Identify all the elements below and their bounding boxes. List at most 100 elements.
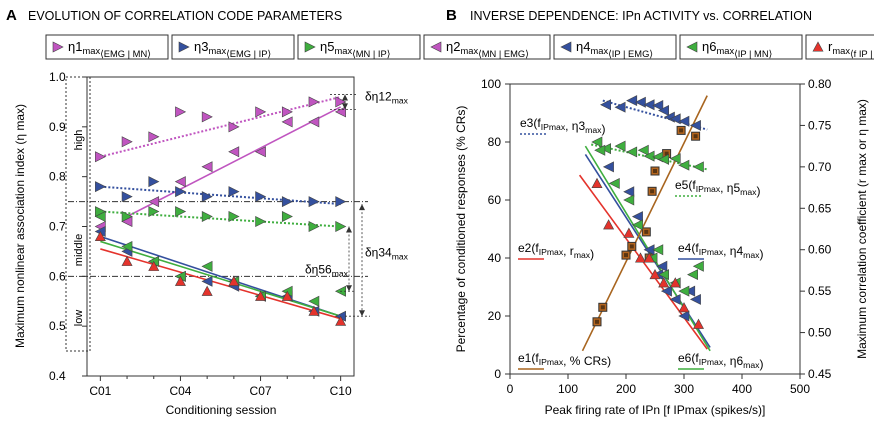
panel-b-chart: Percentage of conditioned responses (% C… (454, 77, 869, 417)
delta-eta12-label: δη12max (365, 89, 409, 105)
panel-b-title: INVERSE DEPENDENCE: IPn ACTIVITY vs. COR… (470, 9, 812, 23)
panel-a-point-η2max (201, 161, 213, 173)
panel-b-x-label: Peak firing rate of IPn [f IPmax (spikes… (545, 403, 766, 417)
panel-b-y2-tick-label: 0.55 (808, 284, 832, 298)
panel-a-point-rmax (148, 260, 160, 271)
panel-a-y-tick-label: 0.4 (49, 369, 66, 383)
panel-b-point-crs-core (629, 244, 634, 249)
panel-b-annotation-e2-main: ) (590, 247, 594, 261)
panel-b-point-crs-core (624, 253, 628, 258)
panel-b-point-η3max (678, 115, 690, 127)
panel-a-point-η2max (281, 116, 293, 128)
panel-a-point-η1max (121, 136, 133, 148)
legend-marker-eta1 (52, 41, 64, 53)
legend-marker-rmax (812, 41, 824, 52)
panel-b-y2-tick-label: 0.60 (808, 243, 832, 257)
panel-b-point-η6max (687, 269, 699, 281)
panel-a-fit-line (100, 248, 341, 320)
panel-b-x-tick-label: 100 (558, 382, 578, 396)
panel-b-annotation-e6-sub: max (743, 360, 760, 370)
panel-b-point-η4max (660, 285, 672, 297)
panel-b-plot-frame (509, 83, 801, 375)
legend-label-eta3-main: η3 (194, 39, 208, 54)
legend-label-eta2-sub: max (460, 46, 478, 56)
legend-label-eta5-sub: ⟨MN | IP⟩ (352, 49, 390, 59)
panel-b-annotation-e5-main: ) (756, 184, 760, 198)
panel-b-letter: B (446, 7, 457, 24)
panel-a-y-tick-label: 0.7 (49, 220, 66, 234)
panel-b-y-tick-label: 60 (488, 193, 502, 207)
panel-b-annotation-e2: e2(fIPmax, rmax) (518, 241, 594, 261)
panel-a-chart: high middle low Maximum nonlinear associ… (13, 70, 409, 417)
panel-b-point-η3max (626, 95, 638, 107)
panel-b-point-crs-core (653, 169, 657, 173)
panel-b-y-tick-label: 80 (488, 135, 502, 149)
legend-label-eta4-sub: ⟨IP | EMG⟩ (608, 49, 653, 59)
panel-b-point-rmax (692, 318, 705, 329)
panel-b-point-crs-core (650, 189, 655, 194)
panel-b-annotation-e4-main: , η4 (723, 244, 743, 258)
panel-b-point-rmax (603, 219, 615, 230)
band-label-high: high (73, 130, 85, 151)
panel-b-point-η4max (684, 285, 696, 297)
panel-b-annotation-e6-main: ) (759, 357, 763, 371)
delta-eta12-label-main: δη12 (365, 89, 392, 103)
panel-b-point-rmax (649, 268, 661, 280)
panel-a-point-η1max (228, 121, 240, 133)
panel-b-y2-tick-label: 0.80 (808, 77, 832, 91)
legend-label-rmax-sub: max (832, 46, 850, 56)
panel-b-point-η5max (614, 140, 626, 152)
delta-eta12-label-sub: max (392, 95, 409, 105)
panel-b-point-η5max (678, 159, 690, 171)
band-bracket (65, 76, 91, 352)
panel-b-annotation-e2-sub: IPmax (539, 247, 564, 257)
panel-b-point-η3max (658, 105, 670, 116)
panel-a-point-rmax (308, 305, 320, 316)
panel-a-point-η5max (121, 211, 133, 223)
panel-b-point-crs-core (595, 319, 599, 324)
panel-b-annotation-e5-sub: IPmax (696, 184, 721, 194)
panel-b-point-crs-core (679, 128, 684, 133)
panel-a-point-η6max (201, 260, 213, 272)
panel-a-point-η2max (228, 146, 240, 158)
panel-b-y2-tick-label: 0.65 (808, 201, 832, 215)
legend-label-eta6-sub: ⟨IP | MN⟩ (734, 49, 772, 59)
panel-a-y-tick-label: 1.0 (49, 70, 66, 84)
panel-b-point-η6max (692, 260, 704, 272)
panel-a-fit-line (100, 210, 341, 228)
panel-a-y-tick-label: 0.5 (49, 319, 66, 333)
legend-box-eta1 (45, 34, 169, 60)
panel-b-point-η6max (623, 194, 635, 206)
panel-b-y2-tick-label: 0.45 (808, 367, 832, 381)
panel-b-point-crs-core (693, 134, 698, 139)
panel-a-point-η1max (148, 131, 160, 143)
panel-b-x-tick-label: 0 (507, 382, 514, 396)
panel-b-point-η6max (658, 269, 670, 281)
panel-b-annotation-e6-sub: IPmax (699, 357, 724, 367)
delta-eta34-arrow-head-bottom (359, 310, 365, 317)
panel-a-letter: A (6, 7, 17, 24)
panel-b-point-η5max (692, 161, 704, 173)
legend-label-eta5-main: η5 (320, 39, 334, 54)
panel-a-point-η3max (335, 196, 347, 208)
delta-eta12-arrow-head-top (342, 94, 348, 101)
panel-a-point-η2max (308, 116, 320, 128)
legend-label-eta1-sub: ⟨EMG | MN⟩ (100, 49, 151, 59)
panel-b-y2-tick-label: 0.70 (808, 160, 832, 174)
panel-b-annotation-e4-main: ) (759, 247, 763, 261)
panel-a-point-η5max (175, 206, 187, 218)
panel-b-point-η6max (678, 285, 690, 297)
panel-b-annotation-e3-main: e3(f (520, 116, 541, 130)
panel-a-y-label: Maximum nonlinear association index (η m… (13, 104, 27, 348)
panel-b-point-η5max (669, 153, 681, 165)
panel-b-point-η4max (656, 260, 668, 272)
legend-label-eta6: η6max⟨IP | MN⟩ (702, 39, 772, 59)
band-label-middle: middle (73, 234, 85, 266)
delta-eta34-label-sub: max (392, 251, 409, 261)
legend: η1max⟨EMG | MN⟩ η3max⟨EMG | IP⟩ η5max⟨MN |… (45, 34, 874, 60)
panel-a-fit-line (100, 240, 341, 317)
panel-b-point-rmax (643, 252, 655, 263)
legend-label-eta1: η1max⟨EMG | MN⟩ (68, 39, 151, 59)
panel-a-fit-line (100, 185, 341, 206)
panel-a-point-η2max (148, 196, 160, 208)
